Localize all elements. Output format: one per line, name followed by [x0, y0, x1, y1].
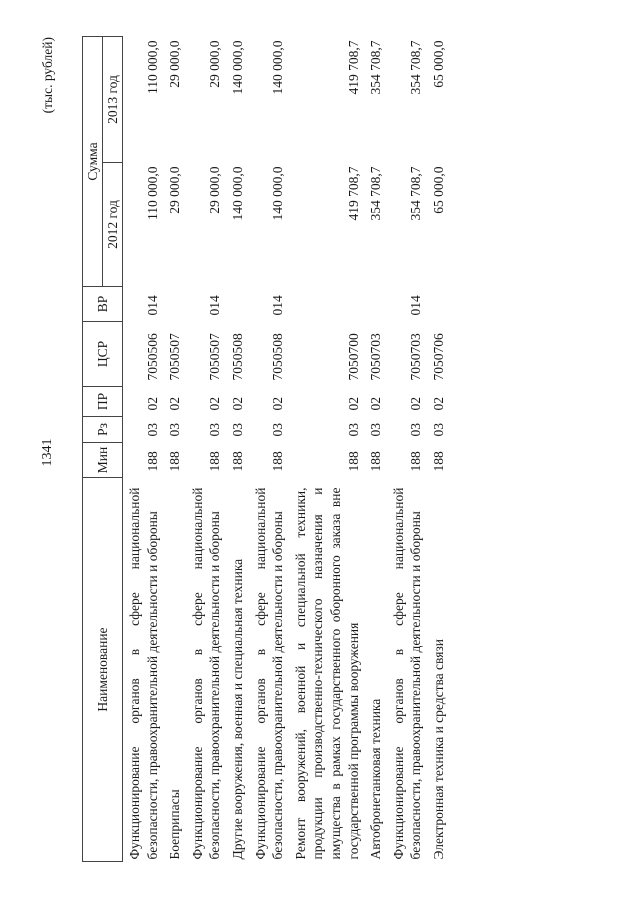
- row-rz: 03: [270, 423, 286, 437]
- row-sum-2012: 140 000,0: [270, 166, 286, 221]
- row-pr: 02: [270, 397, 286, 411]
- row-csr: 7050507: [207, 333, 223, 381]
- header-min: Мин: [82, 442, 123, 478]
- row-csr: 7050706: [430, 333, 446, 381]
- row-csr: 7050508: [229, 333, 245, 381]
- unit-note: (тыс. рублей): [40, 37, 55, 114]
- row-pr: 02: [408, 397, 424, 411]
- header-sum: Сумма: [82, 36, 103, 287]
- row-sum-2013: 29 000,0: [167, 40, 183, 88]
- row-pr: 02: [345, 397, 361, 411]
- row-rz: 03: [229, 423, 245, 437]
- row-min: 188: [207, 451, 223, 472]
- row-name: Электронная техника и средства связи: [430, 638, 446, 860]
- row-vr: 014: [270, 295, 286, 316]
- row-name: Функционирование органов в сфере национа…: [127, 487, 160, 860]
- row-csr: 7050703: [408, 333, 424, 381]
- row-sum-2012: 110 000,0: [144, 166, 160, 221]
- page-number: 1341: [40, 438, 55, 467]
- row-rz: 03: [408, 423, 424, 437]
- row-sum-2013: 29 000,0: [207, 40, 223, 88]
- row-min: 188: [408, 451, 424, 472]
- header-name: Наименование: [82, 477, 123, 862]
- row-csr: 7050700: [345, 333, 361, 381]
- row-name: Функционирование органов в сфере национа…: [189, 487, 223, 860]
- table-row: Боеприпасы 188 03 02 7050507 29 000,0 29 000,0: [163, 37, 186, 862]
- row-min: 188: [368, 451, 384, 472]
- row-min: 188: [270, 451, 286, 472]
- row-vr: [427, 287, 450, 322]
- row-csr: 7050507: [167, 333, 183, 381]
- row-vr: [163, 287, 186, 322]
- table-row: Другие вооружения, военная и специальная…: [226, 37, 249, 862]
- row-name: Функционирование органов в сфере национа…: [252, 487, 286, 860]
- header-rz: Рз: [82, 416, 123, 443]
- row-sum-2012: 29 000,0: [207, 166, 223, 214]
- row-sum-2013: 110 000,0: [144, 40, 160, 95]
- row-sum-2012: 354 708,7: [368, 166, 384, 221]
- table-row: Электронная техника и средства связи 188 0…: [427, 37, 450, 862]
- row-rz: 03: [368, 423, 384, 437]
- row-vr: [226, 287, 249, 322]
- row-pr: 02: [144, 397, 160, 411]
- row-csr: 7050508: [270, 333, 286, 381]
- row-sum-2012: 419 708,7: [345, 166, 361, 221]
- row-vr: 014: [207, 295, 223, 316]
- row-sum-2012: 65 000,0: [430, 166, 446, 214]
- row-name: Автобронетанковая техника: [368, 698, 384, 860]
- row-pr: 02: [368, 397, 384, 411]
- table-row: Функционирование органов в сфере национа…: [387, 37, 427, 862]
- row-sum-2013: 140 000,0: [229, 40, 245, 95]
- row-vr: [364, 287, 387, 322]
- table-row: Функционирование органов в сфере национа…: [123, 37, 164, 862]
- row-rz: 03: [167, 423, 183, 437]
- row-name: Функционирование органов в сфере национа…: [390, 487, 424, 860]
- row-min: 188: [167, 451, 183, 472]
- header-pr: ПР: [82, 386, 123, 417]
- row-min: 188: [144, 451, 160, 472]
- table-row: Ремонт вооружений, военной и специальной…: [289, 37, 364, 862]
- row-sum-2012: 29 000,0: [167, 166, 183, 214]
- row-sum-2012: 140 000,0: [229, 166, 245, 221]
- table-row: Функционирование органов в сфере национа…: [249, 37, 289, 862]
- row-sum-2013: 140 000,0: [270, 40, 286, 95]
- row-sum-2012: 354 708,7: [408, 166, 424, 221]
- table-row: Автобронетанковая техника 188 03 02 7050703 3…: [364, 37, 387, 862]
- header-csr: ЦСР: [82, 321, 123, 387]
- row-vr: [289, 287, 364, 322]
- row-csr: 7050506: [144, 333, 160, 381]
- row-sum-2013: 419 708,7: [345, 40, 361, 95]
- header-vr: ВР: [82, 286, 123, 322]
- row-sum-2013: 65 000,0: [430, 40, 446, 88]
- row-sum-2013: 354 708,7: [408, 40, 424, 95]
- row-sum-2013: 354 708,7: [368, 40, 384, 95]
- row-pr: 02: [207, 397, 223, 411]
- row-pr: 02: [229, 397, 245, 411]
- row-rz: 03: [144, 423, 160, 437]
- header-2013: 2013 год: [102, 36, 123, 163]
- header-2012: 2012 год: [102, 162, 123, 287]
- table-row: Функционирование органов в сфере национа…: [186, 37, 226, 862]
- row-min: 188: [345, 451, 361, 472]
- row-pr: 02: [430, 397, 446, 411]
- row-vr: 014: [144, 295, 160, 316]
- row-min: 188: [229, 451, 245, 472]
- row-name: Боеприпасы: [167, 789, 183, 860]
- budget-table: Наименование Мин Рз ПР ЦСР ВР Сумма 2012…: [82, 36, 450, 862]
- row-pr: 02: [167, 397, 183, 411]
- row-name: Другие вооружения, военная и специальная…: [229, 558, 245, 860]
- row-vr: 014: [408, 295, 424, 316]
- row-rz: 03: [430, 423, 446, 437]
- row-rz: 03: [345, 423, 361, 437]
- row-csr: 7050703: [368, 333, 384, 381]
- row-rz: 03: [207, 423, 223, 437]
- row-min: 188: [430, 451, 446, 472]
- row-name: Ремонт вооружений, военной и специальной…: [292, 487, 361, 860]
